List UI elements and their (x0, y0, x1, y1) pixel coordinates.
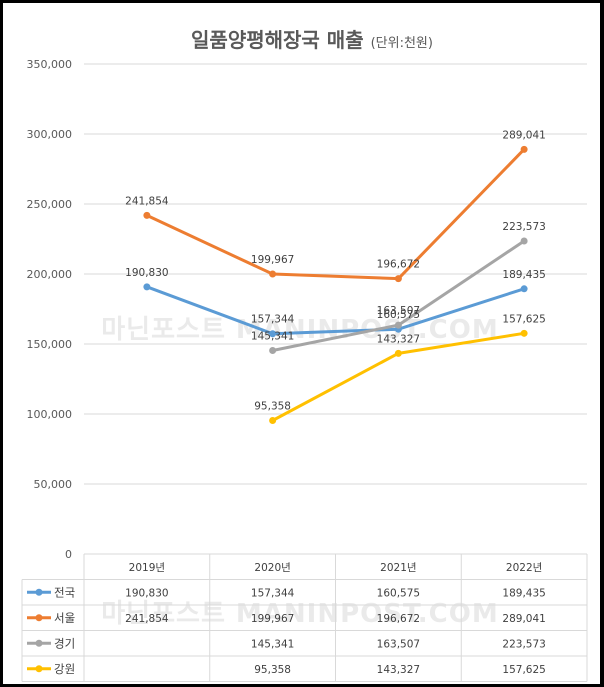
legend-label: 전국 (54, 585, 75, 599)
data-point (269, 347, 277, 355)
y-tick-label: 150,000 (27, 338, 73, 351)
data-label: 157,344 (251, 314, 295, 326)
data-label: 95,358 (254, 400, 291, 412)
data-point (269, 270, 277, 278)
table-cell: 241,854 (125, 613, 169, 625)
watermark-text: 마닌포스트 MANINPOST.COM (101, 315, 498, 345)
table-cell: 190,830 (125, 587, 168, 599)
data-point (520, 237, 528, 245)
table-cell: 160,575 (377, 587, 420, 599)
data-point (520, 145, 528, 153)
y-tick-label: 0 (65, 548, 72, 561)
x-category-label: 2022년 (506, 562, 542, 574)
table-cell: 189,435 (502, 587, 545, 599)
data-label: 196,672 (377, 259, 420, 271)
table-cell: 199,967 (251, 613, 294, 625)
x-category-label: 2021년 (380, 562, 416, 574)
legend-label: 서울 (54, 611, 75, 625)
legend-swatch-marker (35, 588, 43, 596)
data-label: 143,327 (377, 333, 420, 345)
y-axis-ticks: 0 50,000 100,000 150,000 200,000 250,000 300,0… (27, 58, 73, 561)
y-tick-label: 100,000 (27, 408, 73, 421)
data-point (520, 329, 528, 337)
table-cell: 163,507 (377, 638, 420, 650)
chart-title: 일품양평해장국 매출 (단위:천원) (191, 28, 433, 52)
data-label: 289,041 (502, 129, 545, 141)
data-label: 157,625 (502, 313, 545, 325)
table-cell: 143,327 (377, 664, 420, 676)
data-point (394, 321, 402, 329)
watermark-text: 마닌포스트 MANINPOST.COM (101, 599, 498, 629)
data-point (394, 275, 402, 283)
table-cell: 95,358 (254, 664, 291, 676)
series-line (146, 148, 526, 281)
data-point (520, 285, 528, 293)
data-label: 160,575 (377, 309, 420, 321)
chart-title-main: 일품양평해장국 매출 (191, 28, 364, 52)
y-tick-label: 250,000 (27, 198, 73, 211)
data-label: 199,967 (251, 254, 294, 266)
series-line (271, 331, 525, 422)
data-label: 145,341 (251, 331, 294, 343)
table-cell: 157,625 (502, 664, 545, 676)
watermark-layer: 마닌포스트 MANINPOST.COM 마닌포스트 MANINPOST.COM (101, 315, 498, 629)
legend-swatch-marker (35, 639, 43, 647)
y-tick-label: 350,000 (27, 58, 73, 71)
table-cell: 196,672 (377, 613, 420, 625)
legend-label: 강원 (54, 662, 75, 676)
data-label: 163,507 (377, 305, 420, 317)
legend-swatch-marker (35, 665, 43, 673)
data-point (269, 330, 277, 338)
data-label: 241,854 (125, 195, 169, 207)
data-labels: 190,830 157,344 160,575 189,435 241,854 199,9… (125, 129, 546, 412)
x-category-label: 2019년 (129, 562, 165, 574)
series-lines (146, 148, 526, 422)
table-cell: 223,573 (502, 638, 545, 650)
x-category-label: 2020년 (254, 562, 290, 574)
chart-title-unit: (단위:천원) (371, 36, 433, 51)
y-tick-label: 50,000 (34, 478, 73, 491)
legend-label: 경기 (54, 636, 75, 650)
data-point (143, 211, 151, 219)
y-tick-label: 200,000 (27, 268, 73, 281)
data-point (143, 283, 151, 291)
series-line (146, 285, 525, 336)
legend-swatch-marker (35, 614, 43, 622)
data-label: 190,830 (125, 267, 168, 279)
data-label: 223,573 (502, 221, 545, 233)
data-point (394, 349, 402, 357)
table-cell: 145,341 (251, 638, 294, 650)
table-cell: 289,041 (502, 613, 545, 625)
data-point (269, 416, 277, 424)
series-points (143, 145, 528, 424)
table-cell: 157,344 (251, 587, 295, 599)
y-tick-label: 300,000 (27, 128, 73, 141)
data-label: 189,435 (502, 269, 545, 281)
